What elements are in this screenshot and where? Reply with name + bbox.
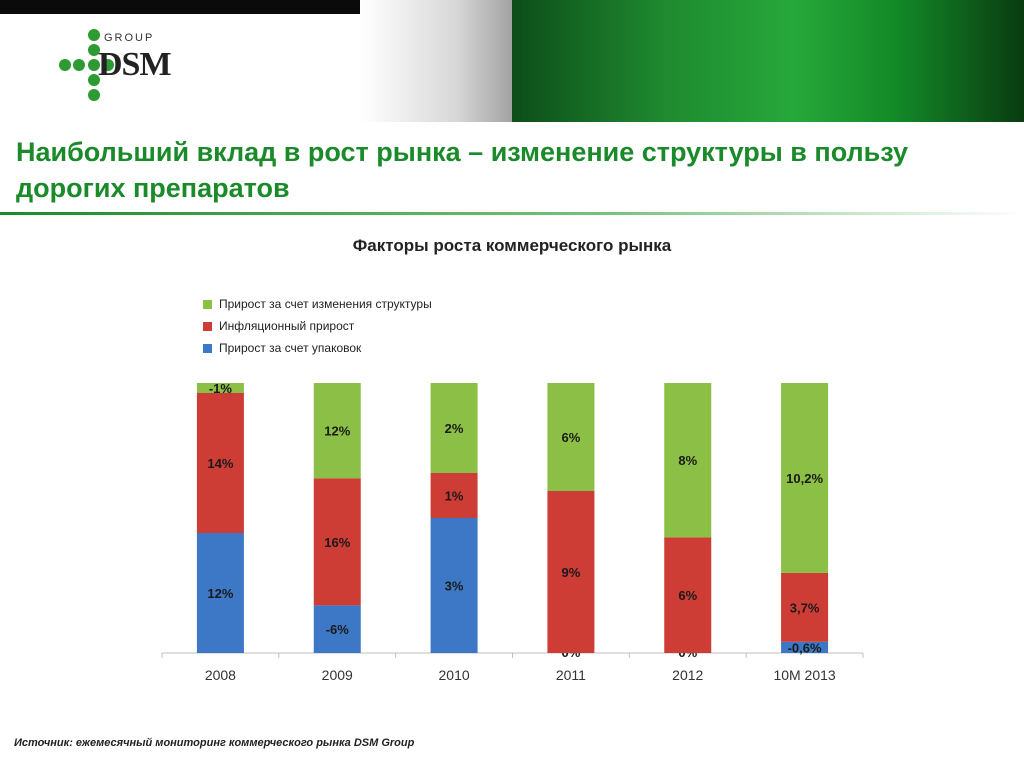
title-divider (0, 212, 1024, 215)
legend-item: Прирост за счет упаковок (203, 337, 432, 359)
data-label: 3% (445, 579, 464, 594)
x-tick-label: 2009 (322, 667, 353, 683)
header-banner: GROUP DSM (0, 0, 1024, 122)
bar-segment (196, 393, 244, 533)
bar-segment (781, 572, 829, 642)
bar-segment (313, 478, 361, 606)
data-label: 14% (207, 456, 233, 471)
chart-title: Факторы роста коммерческого рынка (352, 236, 672, 255)
source-note: Источник: ежемесячный мониторинг коммерч… (14, 737, 415, 749)
data-label: 10,2% (786, 471, 823, 486)
data-label: -0,6% (788, 640, 822, 655)
data-label: -6% (326, 622, 350, 637)
dsm-logo (56, 26, 206, 106)
legend-swatch (203, 299, 212, 309)
x-tick-label: 2012 (672, 667, 703, 683)
bar-segment (547, 383, 595, 491)
data-label: 6% (562, 430, 581, 445)
data-label: 1% (445, 489, 464, 504)
x-tick-label: 2011 (556, 667, 586, 683)
x-tick-label: 10M 2013 (773, 667, 835, 683)
data-label: 2% (445, 421, 464, 436)
legend-label: Инфляционный прирост (219, 319, 355, 333)
bar-segment (313, 383, 361, 479)
slide-title: Наибольший вклад в рост рынка – изменени… (16, 137, 909, 203)
legend-label: Прирост за счет упаковок (219, 341, 362, 355)
x-tick-label: 2010 (439, 667, 470, 683)
data-label: 8% (678, 453, 697, 468)
bar-segment (664, 383, 712, 538)
bar-segment (664, 537, 712, 653)
logo-brand-text: DSM (98, 46, 172, 83)
data-label: 16% (324, 535, 350, 550)
data-label: 9% (562, 565, 581, 580)
bar-segment (781, 641, 829, 653)
logo-dots-icon (59, 29, 114, 101)
bar-segment (196, 383, 244, 393)
bar-segment (196, 533, 244, 653)
bar-segment (430, 473, 478, 518)
header-clock-photo (360, 0, 520, 122)
legend-item: Инфляционный прирост (203, 315, 432, 337)
bar-segment (313, 605, 361, 653)
legend-swatch (203, 321, 212, 331)
chart-legend: Прирост за счет изменения структуры Инфля… (203, 293, 432, 359)
logo-group-text: GROUP (104, 32, 155, 44)
legend-item: Прирост за счет изменения структуры (203, 293, 432, 315)
data-label: -1% (209, 381, 233, 396)
bar-segment (547, 491, 595, 653)
bar-segment (781, 383, 829, 573)
legend-label: Прирост за счет изменения структуры (219, 297, 432, 311)
header-green-photo (512, 0, 1024, 122)
data-label: 12% (207, 586, 233, 601)
data-label: 12% (324, 424, 350, 439)
data-label: 3,7% (790, 600, 820, 615)
bar-segment (430, 518, 478, 653)
x-tick-label: 2008 (205, 667, 236, 683)
legend-swatch (203, 343, 212, 353)
data-label: 6% (678, 588, 697, 603)
bar-segment (430, 383, 478, 473)
